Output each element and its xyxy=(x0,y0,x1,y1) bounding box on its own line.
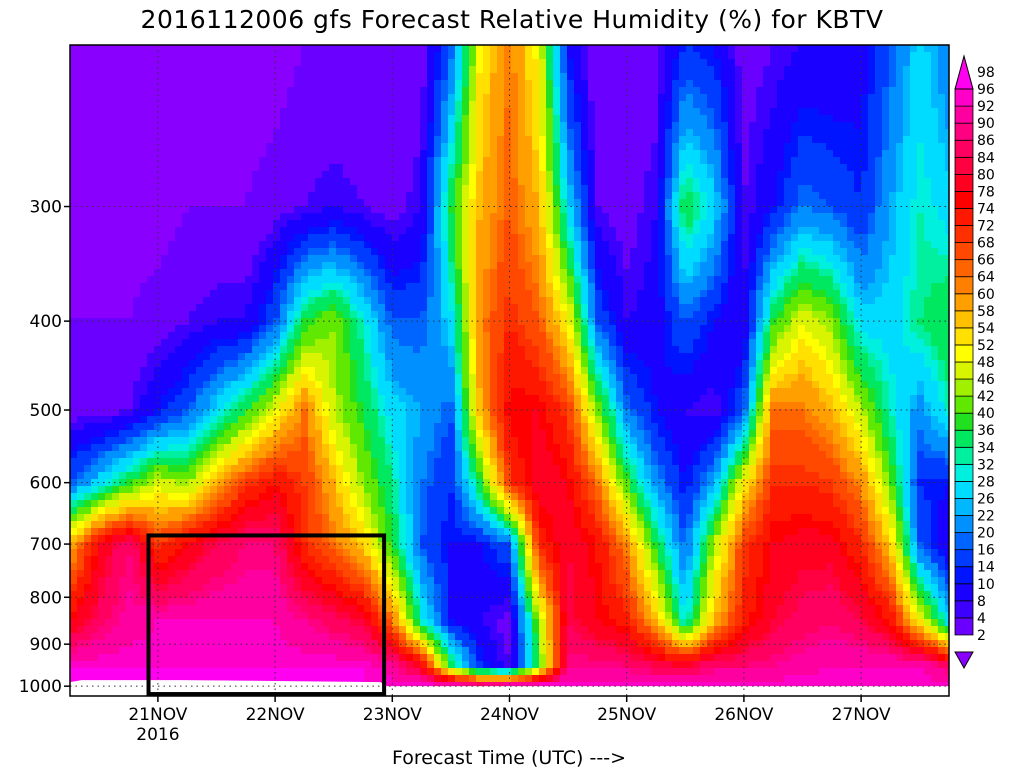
colorbar-swatch xyxy=(954,481,974,499)
colorbar-label: 20 xyxy=(977,526,995,542)
colorbar-swatch xyxy=(954,88,974,107)
y-tick-label: 600 xyxy=(30,474,62,494)
colorbar-label: 84 xyxy=(977,150,995,166)
colorbar-swatch xyxy=(954,498,974,516)
colorbar-swatch xyxy=(954,446,974,465)
colorbar-label: 48 xyxy=(977,355,995,371)
colorbar-swatch xyxy=(954,600,974,619)
colorbar-label: 4 xyxy=(977,611,986,627)
x-tick-label: 21NOV xyxy=(128,705,187,725)
x-tick-label: 24NOV xyxy=(480,705,539,725)
colorbar-label: 36 xyxy=(977,423,995,439)
colorbar-label: 32 xyxy=(977,457,995,473)
colorbar-label: 66 xyxy=(977,253,995,269)
x-tick-label: 26NOV xyxy=(714,705,773,725)
colorbar-label: 72 xyxy=(977,219,995,235)
colorbar-label: 22 xyxy=(977,509,995,525)
colorbar-label: 54 xyxy=(977,321,995,337)
colorbar-swatch xyxy=(954,566,974,585)
colorbar-label: 96 xyxy=(977,82,995,98)
colorbar-swatch xyxy=(954,310,974,329)
y-tick-label: 400 xyxy=(30,312,62,332)
x-tick-label: 23NOV xyxy=(363,705,422,725)
colorbar-label: 90 xyxy=(977,116,995,132)
colorbar-swatch xyxy=(954,515,974,533)
colorbar-label: 52 xyxy=(977,338,995,354)
colorbar-swatch xyxy=(954,583,974,602)
colorbar-swatch xyxy=(954,549,974,568)
y-tick-label: 700 xyxy=(30,535,62,555)
colorbar-label: 58 xyxy=(977,304,995,320)
x-axis-label: Forecast Time (UTC) ---> xyxy=(392,747,626,768)
colorbar-label: 16 xyxy=(977,543,995,559)
grid-lines xyxy=(70,45,949,696)
colorbar-swatch xyxy=(954,361,974,380)
colorbar-swatch xyxy=(954,412,974,431)
x-tick-label: 22NOV xyxy=(246,705,305,725)
colorbar-swatch xyxy=(954,173,974,192)
colorbar-label: 78 xyxy=(977,184,995,200)
colorbar-swatch xyxy=(954,139,974,158)
colorbar-label: 2 xyxy=(977,628,986,644)
colorbar-label: 28 xyxy=(977,474,995,490)
colorbar-label: 26 xyxy=(977,491,995,507)
colorbar-label: 86 xyxy=(977,133,995,149)
y-tick-label: 300 xyxy=(30,198,62,218)
highlight-box xyxy=(146,533,387,697)
colorbar-swatch xyxy=(954,276,974,295)
colorbar-label: 10 xyxy=(977,577,995,593)
colorbar-label: 68 xyxy=(977,236,995,252)
colorbar-label: 34 xyxy=(977,440,995,456)
colorbar-swatch xyxy=(954,378,974,397)
y-tick-label: 500 xyxy=(30,401,62,421)
colorbar-legend: 2481014162022262832343640424648525458606… xyxy=(954,54,995,670)
y-tick-label: 900 xyxy=(30,635,62,655)
colorbar-label: 92 xyxy=(977,99,995,115)
colorbar-label: 14 xyxy=(977,560,995,576)
colorbar-label: 74 xyxy=(977,201,995,217)
chart-title: 2016112006 gfs Forecast Relative Humidit… xyxy=(141,5,884,34)
colorbar-label: 8 xyxy=(977,594,986,610)
colorbar-label: 98 xyxy=(977,65,995,81)
colorbar-label: 42 xyxy=(977,389,995,405)
colorbar-label: 60 xyxy=(977,287,995,303)
colorbar-swatch xyxy=(954,617,974,636)
colorbar-label: 46 xyxy=(977,372,995,388)
colorbar-label: 64 xyxy=(977,270,995,286)
colorbar-swatch xyxy=(954,225,974,243)
colorbar-swatch xyxy=(954,259,974,278)
colorbar-swatch xyxy=(954,105,974,124)
y-tick-label: 1000 xyxy=(19,677,62,697)
humidity-field xyxy=(70,45,949,696)
colorbar-swatch xyxy=(954,344,974,363)
colorbar-label: 80 xyxy=(977,167,995,183)
colorbar-swatch xyxy=(954,532,974,551)
colorbar-swatch xyxy=(954,122,974,141)
colorbar-swatch xyxy=(954,395,974,414)
colorbar-swatch xyxy=(954,463,974,482)
colorbar-swatch xyxy=(954,242,974,261)
colorbar-swatch xyxy=(954,429,974,448)
colorbar-swatch xyxy=(954,191,974,209)
y-tick-label: 800 xyxy=(30,588,62,608)
x-tick-label: 27NOV xyxy=(832,705,891,725)
x-tick-year: 2016 xyxy=(136,725,179,745)
colorbar-swatch xyxy=(954,156,974,175)
colorbar-swatch xyxy=(954,208,974,226)
x-tick-label: 25NOV xyxy=(597,705,656,725)
colorbar-swatch xyxy=(954,293,974,312)
y-axis: 300 400 500 600 700 800 900 1000 xyxy=(19,198,70,697)
x-axis: 21NOV 22NOV 23NOV 24NOV 25NOV 26NOV 27NOV 2016 xyxy=(128,696,891,745)
colorbar-swatch xyxy=(954,327,974,346)
colorbar-label: 40 xyxy=(977,406,995,422)
